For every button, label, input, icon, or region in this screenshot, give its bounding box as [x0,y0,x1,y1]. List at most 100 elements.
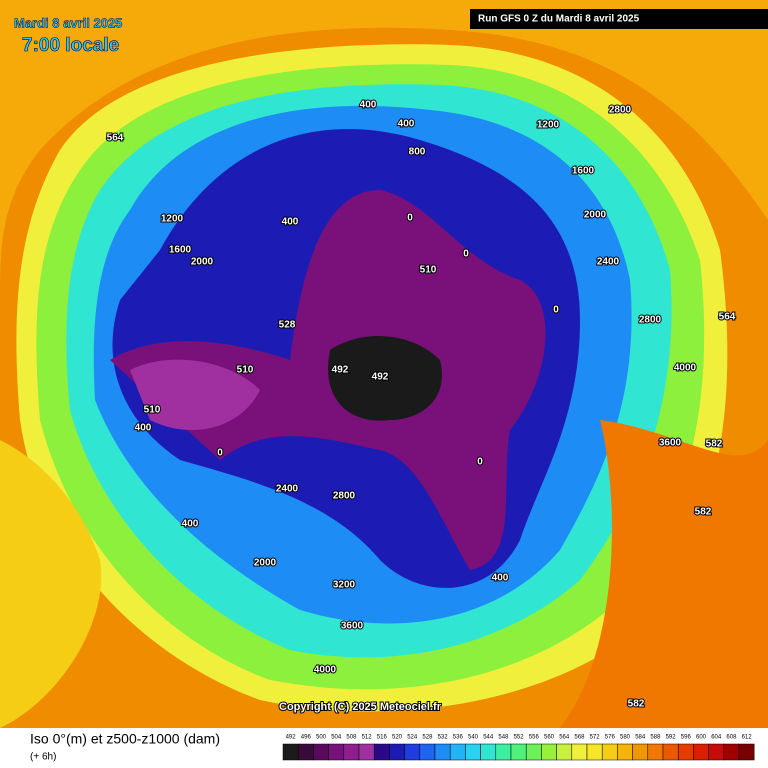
legend-swatch [693,743,709,761]
footer-title: Iso 0°(m) et z500-z1000 (dam) [30,731,220,747]
contour-label: 1600 [572,166,595,177]
legend-swatch [677,743,694,761]
legend-swatch [358,743,375,761]
contour-label: 564 [719,312,736,323]
legend-label: 580 [620,735,631,741]
legend: 492 496 500 504 508 512 516 520 524 528 532 536 540 5… [282,735,755,761]
legend-label: 564 [559,735,570,741]
legend-label: 512 [362,735,373,741]
contour-label: 400 [360,100,377,111]
legend-label: 500 [316,735,327,741]
contour-label: 800 [409,147,426,158]
legend-swatch [449,743,466,761]
contour-label: 510 [237,365,254,376]
legend-label: 524 [407,735,418,741]
contour-label: 0 [463,249,469,260]
forecast-step: (+ 6h) [30,752,56,763]
legend-swatch [313,743,329,761]
contour-label: 582 [695,507,712,518]
map [0,0,768,728]
contour-label: 2400 [597,257,620,268]
contour-label: 400 [282,217,299,228]
contour-label: 492 [332,365,349,376]
contour-label: 510 [144,405,161,416]
legend-swatch [525,743,542,761]
legend-swatch [404,743,421,761]
legend-label: 576 [605,735,616,741]
contour-labels: 492 492 510 510 510 528 564 564 582 582 582 400 400 4… [106,99,737,711]
run-banner [470,9,768,29]
legend-swatch [601,743,618,761]
contour-label: 2800 [609,105,632,116]
contour-label: 2000 [584,210,607,221]
legend-label: 508 [346,735,357,741]
contour-label: 1200 [537,120,560,131]
legend-label: 496 [301,735,312,741]
contour-label: 2800 [333,491,356,502]
contour-label: 400 [398,119,415,130]
contour-label: 2000 [254,558,277,569]
legend-swatch [465,743,481,761]
legend-label: 588 [650,735,661,741]
legend-swatch [389,743,405,761]
legend-label: 608 [726,735,737,741]
copyright: Copyright (C) 2025 Meteociel.fr [279,701,442,713]
legend-label: 520 [392,735,403,741]
legend-swatch [373,743,390,761]
legend-swatch [282,743,299,761]
legend-label: 516 [377,735,388,741]
legend-swatch [419,743,436,761]
legend-label: 548 [498,735,509,741]
legend-label: 556 [529,735,540,741]
legend-swatch [662,743,679,761]
run-info: Run GFS 0 Z du Mardi 8 avril 2025 [478,14,640,25]
contour-label: 0 [217,448,223,459]
legend-swatch [343,743,360,761]
date: Mardi 8 avril 2025 [14,15,122,30]
legend-swatch [723,743,740,761]
contour-label: 2800 [639,315,662,326]
contour-label: 2000 [191,257,214,268]
contour-label: 4000 [314,665,337,676]
contour-label: 582 [628,699,645,710]
legend-swatch [541,743,557,761]
contour-label: 3600 [659,438,682,449]
contour-label: 0 [477,457,483,468]
legend-label: 584 [635,735,646,741]
contour-label: 564 [107,133,124,144]
legend-swatch [586,743,603,761]
legend-label: 544 [483,735,494,741]
contour-label: 492 [372,372,389,383]
legend-swatch [571,743,588,761]
contour-label: 510 [420,265,437,276]
legend-label: 604 [711,735,722,741]
legend-label: 572 [590,735,601,741]
legend-swatch [495,743,512,761]
legend-label: 504 [331,735,342,741]
legend-swatch [297,743,314,761]
contour-label: 3200 [333,580,356,591]
contour-label: 0 [553,305,559,316]
legend-label: 528 [422,735,433,741]
contour-label: 1600 [169,245,192,256]
contour-label: 400 [492,573,509,584]
legend-swatch [632,743,649,761]
legend-label: 596 [681,735,692,741]
legend-label: 592 [666,735,677,741]
legend-swatch [617,743,633,761]
legend-label: 532 [438,735,449,741]
contour-label: 528 [279,320,296,331]
legend-label: 552 [514,735,525,741]
legend-swatch [556,743,573,761]
legend-label: 492 [286,735,297,741]
contour-label: 400 [135,423,152,434]
legend-label: 540 [468,735,479,741]
time: 7:00 locale [22,35,119,56]
legend-label: 536 [453,735,464,741]
legend-swatch [708,743,725,761]
contour-label: 4000 [674,363,697,374]
legend-swatch [328,743,345,761]
contour-label: 2400 [276,484,299,495]
contour-label: 3600 [341,621,364,632]
legend-swatch [738,743,755,761]
